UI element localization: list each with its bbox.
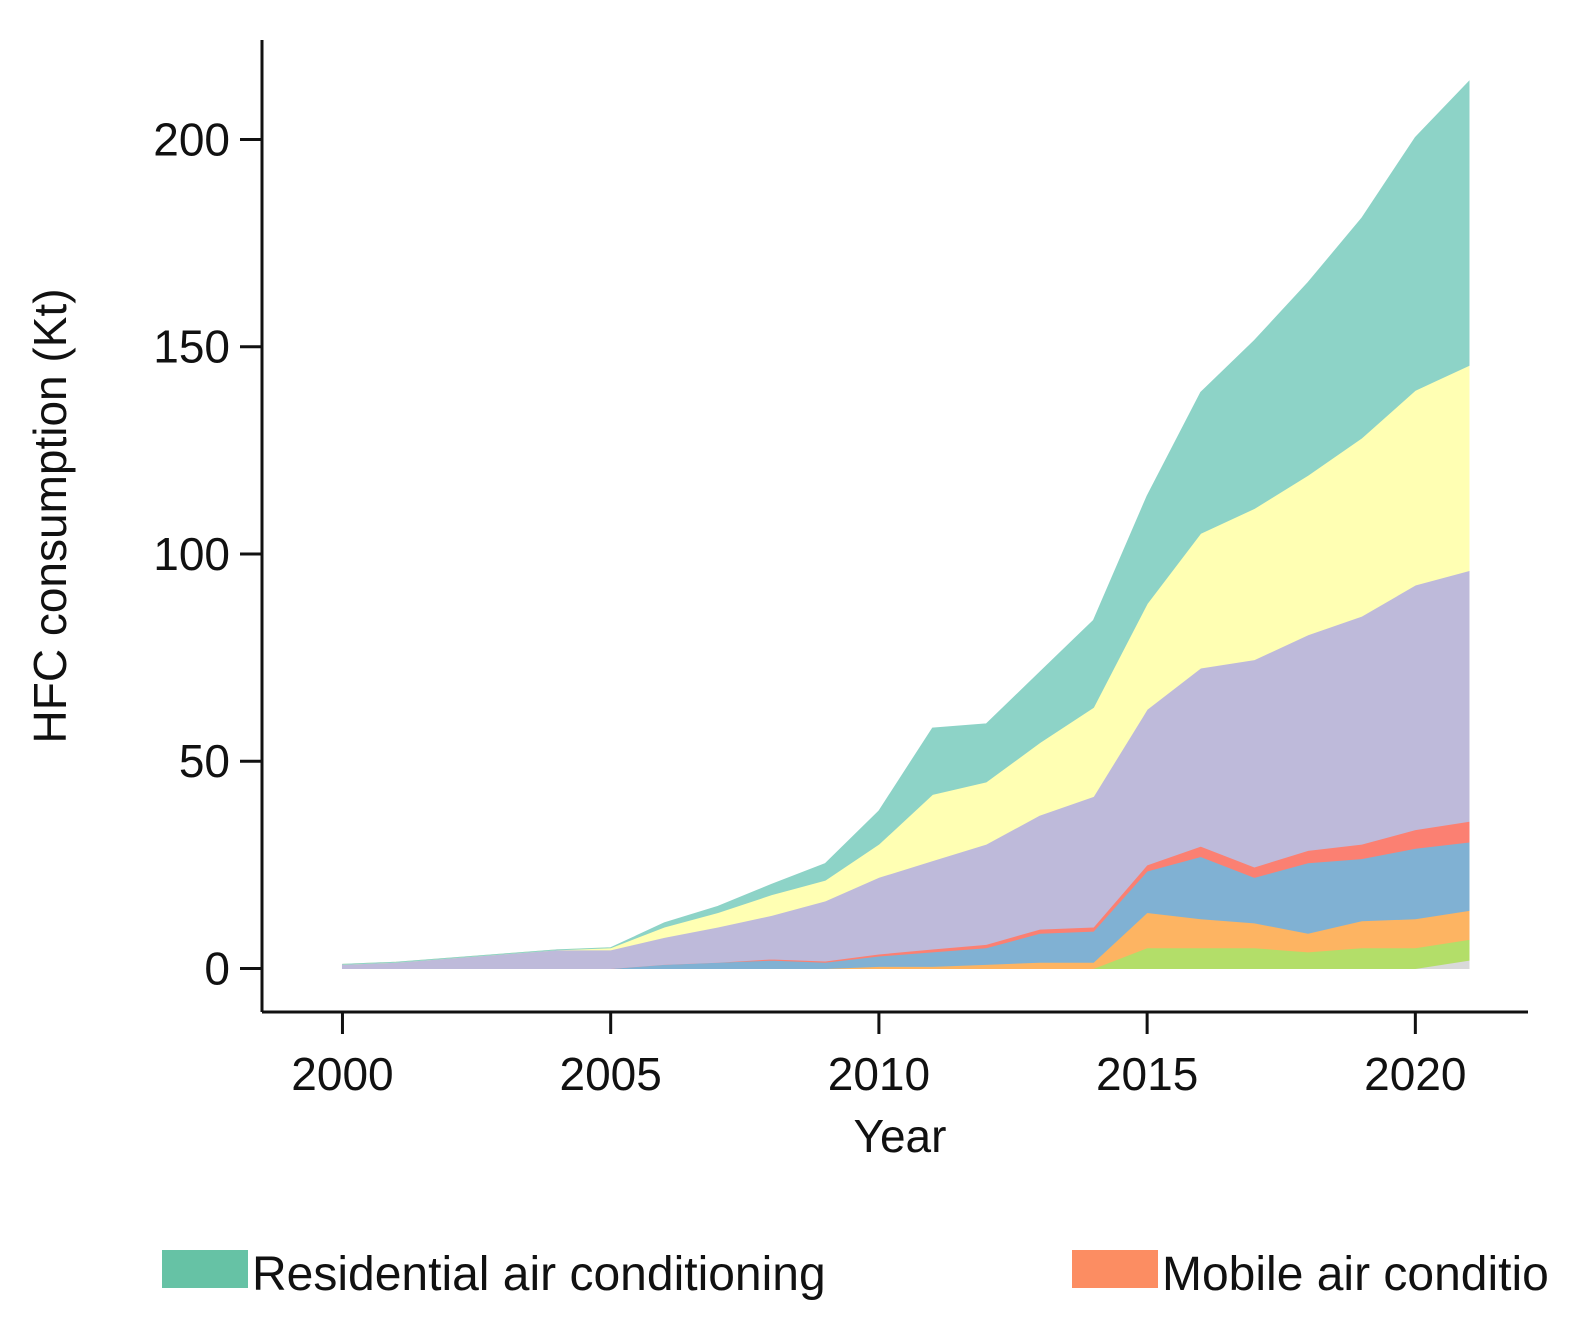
area-series-7	[342, 80, 1470, 965]
y-axis-ticks: 0 50 100 150 200	[153, 113, 262, 994]
legend: Residential air conditioning Mobile air c…	[162, 1248, 1549, 1301]
y-tick-label: 0	[204, 942, 230, 994]
x-tick-label: 2015	[1096, 1048, 1198, 1100]
y-tick-label: 50	[179, 735, 230, 787]
y-axis-title: HFC consumption (Kt)	[24, 288, 76, 743]
legend-swatch	[162, 1250, 248, 1288]
legend-label: Residential air conditioning	[252, 1248, 826, 1301]
y-tick-label: 100	[153, 528, 230, 580]
x-tick-label: 2020	[1364, 1048, 1466, 1100]
x-tick-label: 2005	[560, 1048, 662, 1100]
y-tick-label: 200	[153, 113, 230, 165]
legend-swatch	[1072, 1250, 1158, 1288]
x-axis-ticks: 2000 2005 2010 2015 2020	[291, 1012, 1467, 1100]
stacked-areas	[341, 80, 1470, 969]
x-tick-label: 2010	[828, 1048, 930, 1100]
x-axis-title: Year	[854, 1110, 947, 1162]
y-tick-label: 150	[153, 321, 230, 373]
legend-label: Mobile air conditio	[1162, 1248, 1549, 1301]
x-tick-label: 2000	[291, 1048, 393, 1100]
